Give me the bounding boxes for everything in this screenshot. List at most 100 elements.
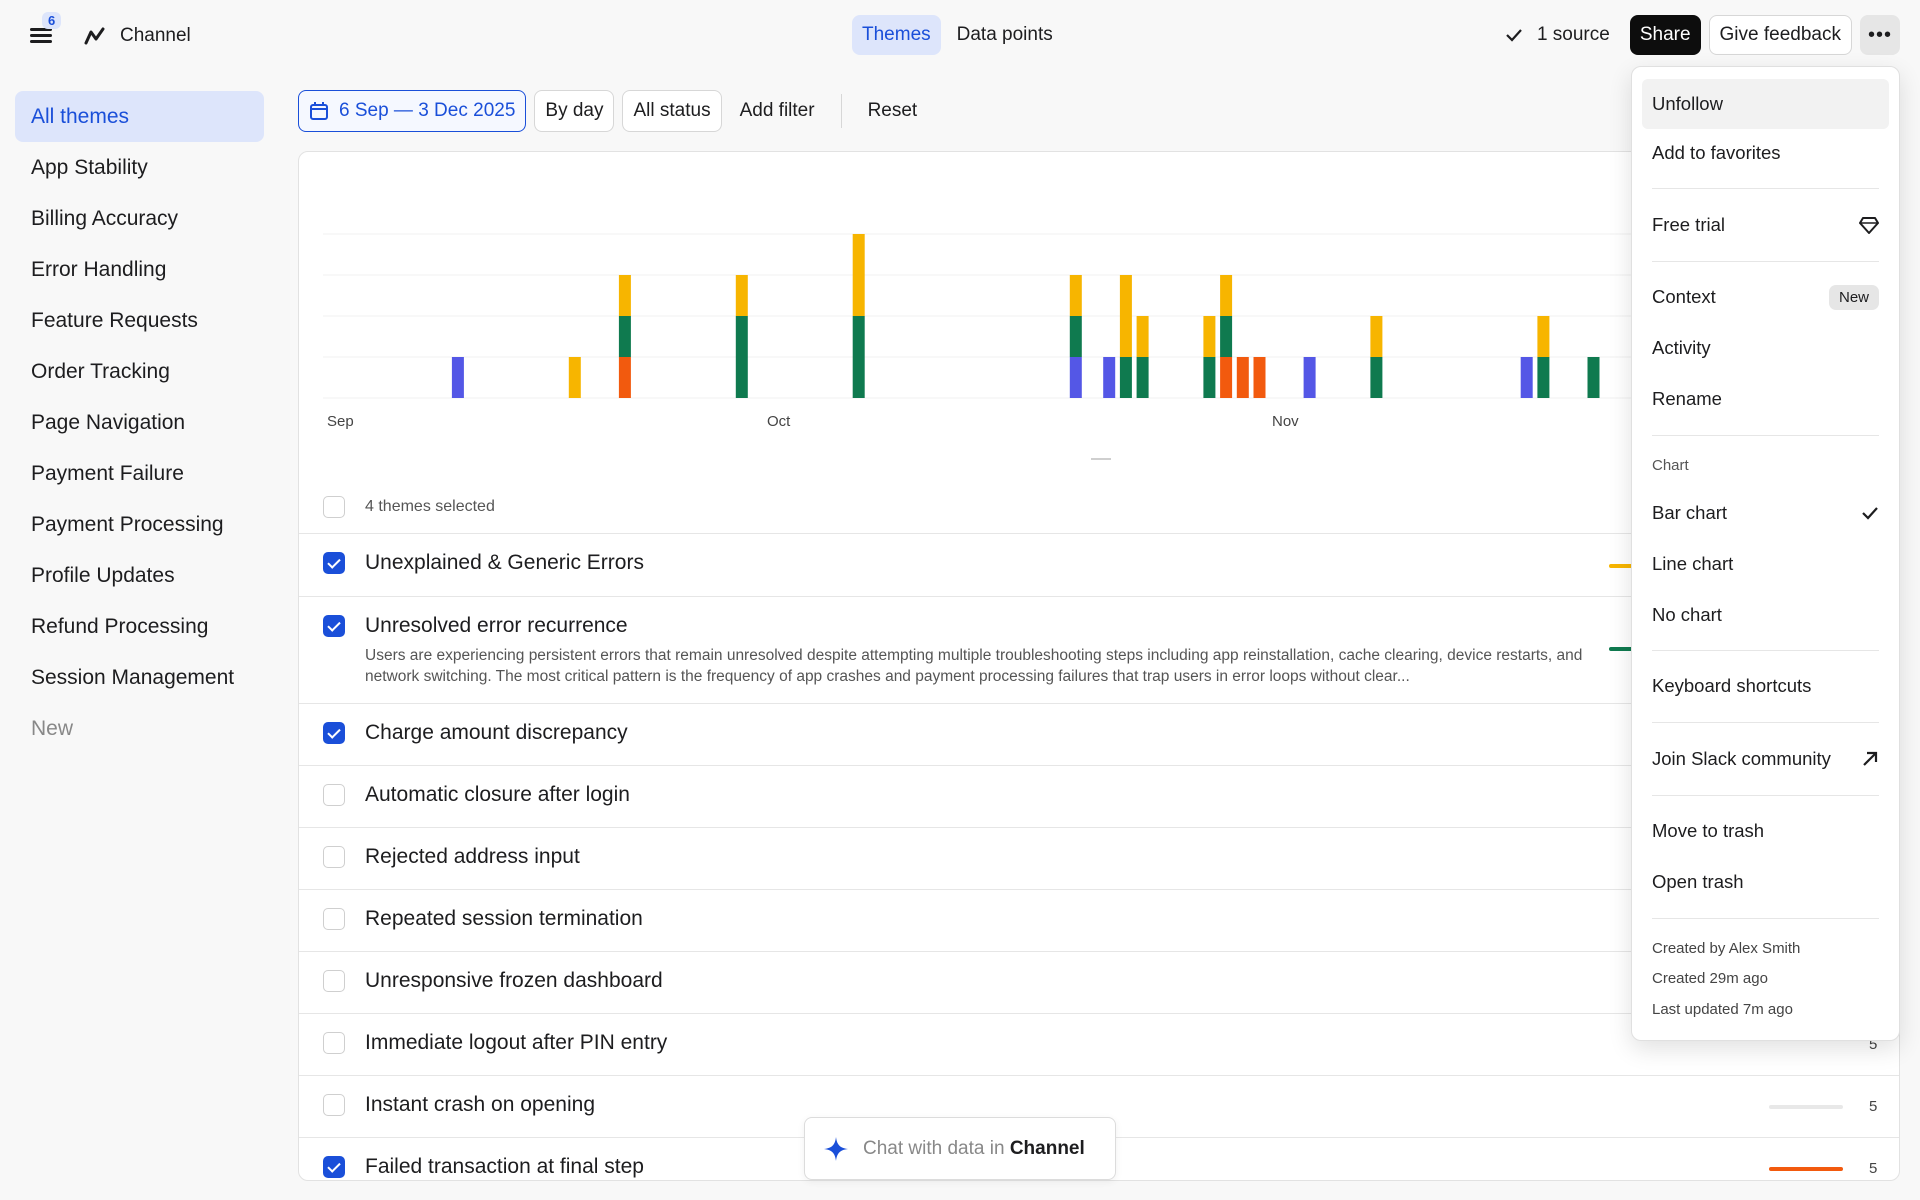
chart-bar-segment[interactable] <box>1537 316 1550 357</box>
theme-checkbox[interactable] <box>323 722 345 744</box>
theme-checkbox[interactable] <box>323 970 345 992</box>
check-icon <box>1862 507 1878 520</box>
chart-bar-segment[interactable] <box>1103 357 1116 398</box>
chart-bar-segment[interactable] <box>852 234 865 316</box>
menu-item-add-to-favorites[interactable]: Add to favorites <box>1652 133 1879 173</box>
status-filter[interactable]: All status <box>622 90 722 132</box>
chart-bar-segment[interactable] <box>618 357 631 398</box>
theme-title: Repeated session termination <box>365 907 643 930</box>
app-brand[interactable]: Channel <box>84 22 191 50</box>
share-button[interactable]: Share <box>1629 15 1701 55</box>
sidebar-item-error-handling[interactable]: Error Handling <box>31 257 167 281</box>
more-options-button[interactable]: ••• <box>1860 15 1900 55</box>
sidebar-item-feature-requests[interactable]: Feature Requests <box>31 308 198 332</box>
chart-bar-segment[interactable] <box>1069 275 1082 316</box>
theme-checkbox[interactable] <box>323 1032 345 1054</box>
theme-checkbox[interactable] <box>323 908 345 930</box>
chart-bar-segment[interactable] <box>1136 316 1149 357</box>
chart-bar-segment[interactable] <box>1520 357 1533 398</box>
menu-button[interactable]: 6 <box>24 12 64 52</box>
menu-divider <box>1652 650 1879 651</box>
tab-data-points[interactable]: Data points <box>956 24 1053 45</box>
theme-checkbox[interactable] <box>323 1156 345 1178</box>
reset-button[interactable]: Reset <box>867 100 918 121</box>
chart-bar-segment[interactable] <box>1220 316 1233 357</box>
menu-item-line-chart[interactable]: Line chart <box>1652 544 1879 584</box>
chart-bar-segment[interactable] <box>1370 357 1383 398</box>
chart-bar-segment[interactable] <box>1069 316 1082 357</box>
select-all-checkbox[interactable] <box>323 495 345 518</box>
chart-bar-segment[interactable] <box>735 316 748 398</box>
menu-item-join-slack[interactable]: Join Slack community <box>1652 739 1879 779</box>
sidebar-item-payment-processing[interactable]: Payment Processing <box>31 512 224 536</box>
theme-checkbox[interactable] <box>323 1094 345 1116</box>
theme-checkbox[interactable] <box>323 784 345 806</box>
chart-bar-segment[interactable] <box>1236 357 1249 398</box>
menu-item-label: Keyboard shortcuts <box>1652 675 1812 696</box>
theme-row[interactable]: Unresponsive frozen dashboard <box>299 952 1899 1014</box>
chart-bar-segment[interactable] <box>1253 357 1266 398</box>
menu-item-activity[interactable]: Activity <box>1652 328 1879 368</box>
theme-checkbox[interactable] <box>323 846 345 868</box>
chart-bar-segment[interactable] <box>1537 357 1550 398</box>
source-indicator[interactable]: 1 source <box>1505 24 1610 46</box>
sidebar-item-payment-failure[interactable]: Payment Failure <box>31 461 184 485</box>
date-range-filter[interactable]: 6 Sep — 3 Dec 2025 <box>298 90 527 132</box>
chat-with-data-button[interactable]: Chat with data in Channel <box>804 1117 1116 1180</box>
theme-row[interactable]: Automatic closure after login <box>299 766 1899 828</box>
sidebar-item-profile-updates[interactable]: Profile Updates <box>31 563 175 587</box>
theme-row[interactable]: Failed transaction at final step 5 <box>299 1138 1899 1180</box>
granularity-filter[interactable]: By day <box>534 90 615 132</box>
chart-bar-segment[interactable] <box>1136 357 1149 398</box>
chart-bar-segment[interactable] <box>1370 316 1383 357</box>
menu-item-context[interactable]: Context New <box>1652 277 1879 317</box>
theme-checkbox[interactable] <box>323 552 345 574</box>
menu-item-move-to-trash[interactable]: Move to trash <box>1652 811 1879 851</box>
menu-item-free-trial[interactable]: Free trial <box>1652 205 1879 245</box>
theme-row[interactable]: Immediate logout after PIN entry 5 <box>299 1014 1899 1076</box>
chart-bar-segment[interactable] <box>1203 316 1216 357</box>
theme-row[interactable]: Charge amount discrepancy <box>299 704 1899 766</box>
sidebar-item-page-navigation[interactable]: Page Navigation <box>31 410 186 434</box>
chart-bar-segment[interactable] <box>1220 275 1233 316</box>
sidebar-item-app-stability[interactable]: App Stability <box>31 155 148 179</box>
sidebar-item-session-management[interactable]: Session Management <box>31 665 235 689</box>
chart-bar-segment[interactable] <box>1203 357 1216 398</box>
menu-item-unfollow[interactable]: Unfollow <box>1642 79 1889 129</box>
theme-row[interactable]: Repeated session termination <box>299 890 1899 952</box>
menu-item-keyboard-shortcuts[interactable]: Keyboard shortcuts <box>1652 666 1879 706</box>
menu-divider <box>1652 795 1879 796</box>
theme-title: Instant crash on opening <box>365 1093 595 1116</box>
chart-bar-segment[interactable] <box>451 357 464 398</box>
add-filter-button[interactable]: Add filter <box>739 100 815 121</box>
chart-bar-segment[interactable] <box>1587 357 1600 398</box>
sidebar-item-refund-processing[interactable]: Refund Processing <box>31 614 209 638</box>
chart-bar-segment[interactable] <box>852 316 865 398</box>
chart-bar-segment[interactable] <box>1119 275 1132 357</box>
chart-bar-segment[interactable] <box>1069 357 1082 398</box>
sidebar-item-billing-accuracy[interactable]: Billing Accuracy <box>31 206 179 230</box>
sidebar-item-order-tracking[interactable]: Order Tracking <box>31 359 170 383</box>
chart-bar-segment[interactable] <box>618 275 631 316</box>
menu-item-rename[interactable]: Rename <box>1652 379 1879 419</box>
tab-themes[interactable]: Themes <box>852 15 941 55</box>
chart-bar-segment[interactable] <box>1119 357 1132 398</box>
menu-divider <box>1652 261 1879 262</box>
menu-item-no-chart[interactable]: No chart <box>1652 595 1879 635</box>
theme-row[interactable]: Unexplained & Generic Errors <box>299 534 1899 597</box>
theme-checkbox[interactable] <box>323 615 345 637</box>
chart-bar-segment[interactable] <box>1303 357 1316 398</box>
chart-bar-segment[interactable] <box>735 275 748 316</box>
sidebar-item-new[interactable]: New <box>31 716 74 740</box>
chart-resize-handle[interactable] <box>1091 458 1111 460</box>
menu-item-open-trash[interactable]: Open trash <box>1652 862 1879 902</box>
theme-row[interactable]: Rejected address input <box>299 828 1899 890</box>
sidebar-item-all-themes[interactable]: All themes <box>15 91 264 142</box>
give-feedback-button[interactable]: Give feedback <box>1708 15 1852 55</box>
theme-row[interactable]: Unresolved error recurrence Users are exp… <box>299 597 1899 704</box>
menu-item-bar-chart[interactable]: Bar chart <box>1652 493 1879 533</box>
chart-bar-segment[interactable] <box>618 316 631 357</box>
chart-bar-segment[interactable] <box>568 357 581 398</box>
menu-item-label: No chart <box>1652 604 1722 625</box>
chart-bar-segment[interactable] <box>1220 357 1233 398</box>
